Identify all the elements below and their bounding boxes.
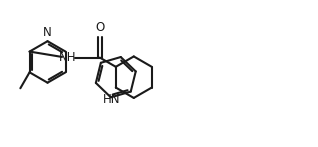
- Text: N: N: [43, 26, 52, 39]
- Text: O: O: [95, 21, 105, 34]
- Text: HN: HN: [103, 93, 121, 106]
- Text: NH: NH: [59, 51, 77, 64]
